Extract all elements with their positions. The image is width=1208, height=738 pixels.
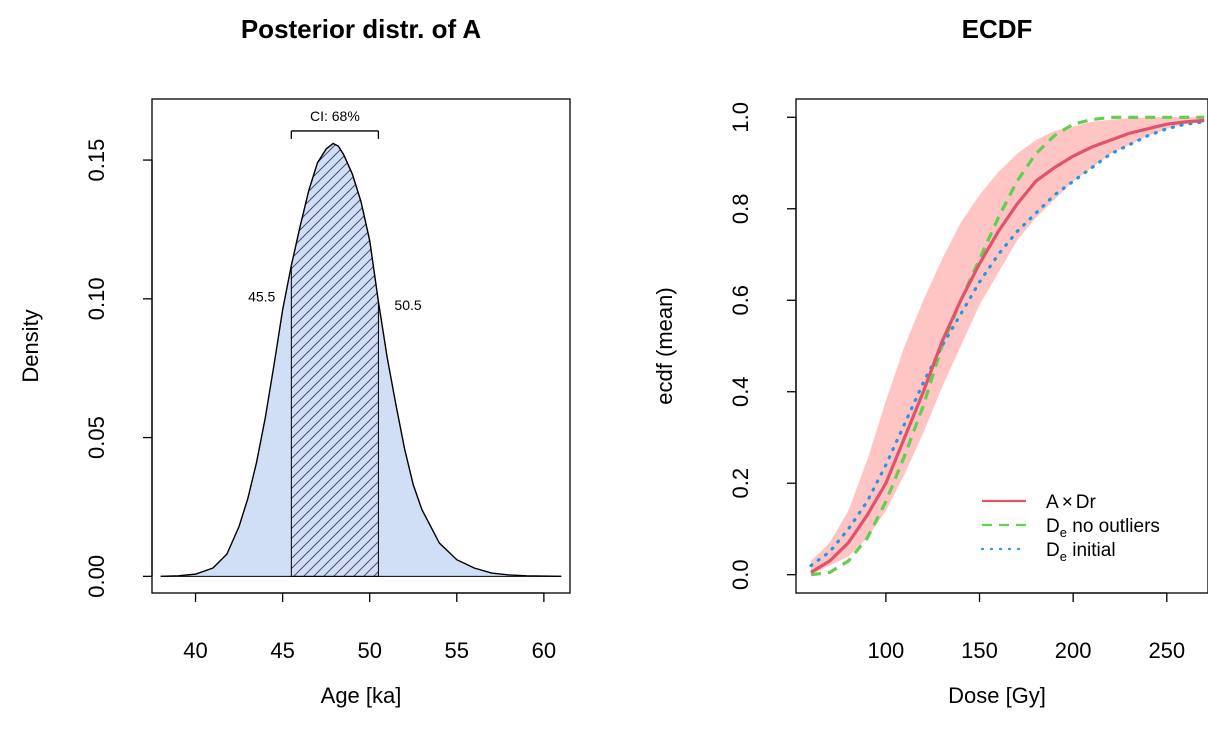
- y-tick-label: 0.2: [728, 468, 753, 499]
- posterior-plot-area: CI: 68% 45.5 50.5: [160, 108, 562, 578]
- x-tick-label: 40: [183, 638, 207, 663]
- posterior-y-label: Density: [18, 309, 43, 382]
- posterior-title: Posterior distr. of A: [241, 14, 482, 44]
- ecdf-series-dashed-line: [810, 115, 1205, 577]
- x-tick-label: 45: [270, 638, 294, 663]
- y-tick-label: 0.10: [84, 277, 109, 320]
- posterior-x-label: Age [ka]: [321, 683, 402, 708]
- posterior-x-axis: 40 45 50 55 60: [183, 592, 556, 663]
- y-tick-label: 1.0: [728, 102, 753, 133]
- posterior-panel: Posterior distr. of A CI: 68% 45.5 50.5 40…: [18, 14, 571, 708]
- y-tick-label: 0.05: [84, 416, 109, 459]
- ecdf-plot-area: [809, 115, 1206, 577]
- ci-label: CI: 68%: [310, 108, 360, 124]
- x-tick-label: 55: [445, 638, 469, 663]
- ecdf-x-label: Dose [Gy]: [948, 683, 1046, 708]
- y-tick-label: 0.0: [728, 559, 753, 590]
- y-tick-label: 0.15: [84, 139, 109, 182]
- y-tick-label: 0.00: [84, 555, 109, 598]
- legend-label-dotted: De initial: [1046, 540, 1116, 564]
- y-tick-label: 0.4: [728, 376, 753, 407]
- x-tick-label: 60: [532, 638, 556, 663]
- x-tick-label: 50: [357, 638, 381, 663]
- ci-lower-label: 45.5: [248, 289, 275, 305]
- posterior-y-axis: 0.00 0.05 0.10 0.15: [84, 139, 153, 598]
- ecdf-series-dotted-line: [809, 120, 1206, 568]
- ecdf-series-solid-line: [810, 118, 1205, 574]
- legend-label-solid: A × Dr: [1046, 492, 1097, 513]
- ecdf-y-axis: 0.0 0.2 0.4 0.6 0.8 1.0: [728, 102, 797, 590]
- legend-label-dashed: De no outliers: [1046, 516, 1160, 540]
- x-tick-label: 100: [868, 638, 905, 663]
- x-tick-label: 150: [961, 638, 998, 663]
- y-tick-label: 0.8: [728, 193, 753, 224]
- ecdf-uncertainty-band: [810, 117, 1205, 575]
- x-tick-label: 200: [1055, 638, 1092, 663]
- ecdf-x-axis: 100 150 200 250: [868, 592, 1185, 663]
- ci-upper-label: 50.5: [394, 297, 421, 313]
- ecdf-panel: ECDF 100 150 200 250 0.0 0.2 0.4 0.6 0.8 1.0 Dos…: [652, 14, 1208, 708]
- density-line: [160, 142, 562, 578]
- ecdf-title: ECDF: [962, 14, 1033, 44]
- ecdf-y-label: ecdf (mean): [652, 287, 677, 404]
- y-tick-label: 0.6: [728, 285, 753, 316]
- x-tick-label: 250: [1148, 638, 1185, 663]
